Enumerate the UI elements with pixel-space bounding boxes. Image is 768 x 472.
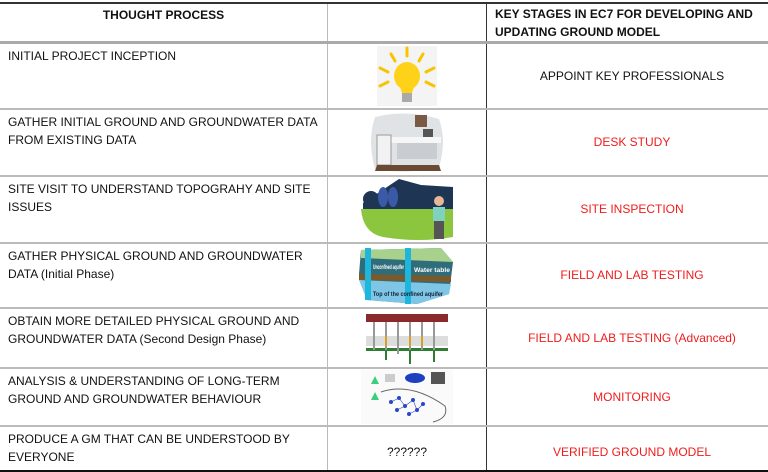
thought-cell: PRODUCE A GM THAT CAN BE UNDERSTOOD BY E… <box>0 426 328 471</box>
table-row: INITIAL PROJECT INCEPTION APPOINT KEY PR… <box>0 43 768 109</box>
table-row: ANALYSIS & UNDERSTANDING OF LONG-TERM GR… <box>0 368 768 426</box>
thought-cell: INITIAL PROJECT INCEPTION <box>0 43 328 109</box>
thought-cell: OBTAIN MORE DETAILED PHYSICAL GROUND AND… <box>0 308 328 368</box>
borehole-section-diagram <box>362 310 452 366</box>
header-thought-process: THOUGHT PROCESS <box>0 3 328 43</box>
image-cell <box>328 176 487 243</box>
header-key-stages: KEY STAGES IN EC7 FOR DEVELOPING AND UPD… <box>487 3 768 43</box>
aquifer-label-unconfined: Unconfined aquifer <box>373 265 404 271</box>
desk-office-image <box>367 111 447 173</box>
image-cell: Unconfined aquifer Water table Top of th… <box>328 243 487 308</box>
image-cell <box>328 43 487 109</box>
stage-cell: SITE INSPECTION <box>487 176 768 243</box>
table-header-row: THOUGHT PROCESS KEY STAGES IN EC7 FOR DE… <box>0 3 768 43</box>
aquifer-diagram: Unconfined aquifer Water table Top of th… <box>357 244 457 306</box>
image-cell <box>328 308 487 368</box>
stage-cell: MONITORING <box>487 368 768 426</box>
table-row: PRODUCE A GM THAT CAN BE UNDERSTOOD BY E… <box>0 426 768 471</box>
table-row: OBTAIN MORE DETAILED PHYSICAL GROUND AND… <box>0 308 768 368</box>
thought-cell: GATHER PHYSICAL GROUND AND GROUNDWATER D… <box>0 243 328 308</box>
aquifer-label-confined-top: Top of the confined aquifer <box>373 292 444 298</box>
stage-cell: FIELD AND LAB TESTING <box>487 243 768 308</box>
image-cell <box>328 368 487 426</box>
stage-cell: DESK STUDY <box>487 109 768 176</box>
stage-cell: APPOINT KEY PROFESSIONALS <box>487 43 768 109</box>
stage-cell: VERIFIED GROUND MODEL <box>487 426 768 471</box>
header-image-column <box>328 3 487 43</box>
table-row: GATHER INITIAL GROUND AND GROUNDWATER DA… <box>0 109 768 176</box>
image-cell <box>328 109 487 176</box>
thought-cell: GATHER INITIAL GROUND AND GROUNDWATER DA… <box>0 109 328 176</box>
aquifer-label-water-table: Water table <box>414 268 451 274</box>
site-visit-illustration <box>359 177 455 241</box>
thought-cell: SITE VISIT TO UNDERSTAND TOPOGRAHY AND S… <box>0 176 328 243</box>
table-row: SITE VISIT TO UNDERSTAND TOPOGRAHY AND S… <box>0 176 768 243</box>
thought-cell: ANALYSIS & UNDERSTANDING OF LONG-TERM GR… <box>0 368 328 426</box>
table-row: GATHER PHYSICAL GROUND AND GROUNDWATER D… <box>0 243 768 308</box>
placeholder-cell: ?????? <box>328 426 487 471</box>
lightbulb-icon <box>377 46 437 106</box>
stage-cell: FIELD AND LAB TESTING (Advanced) <box>487 308 768 368</box>
monitoring-network-diagram <box>361 370 453 424</box>
